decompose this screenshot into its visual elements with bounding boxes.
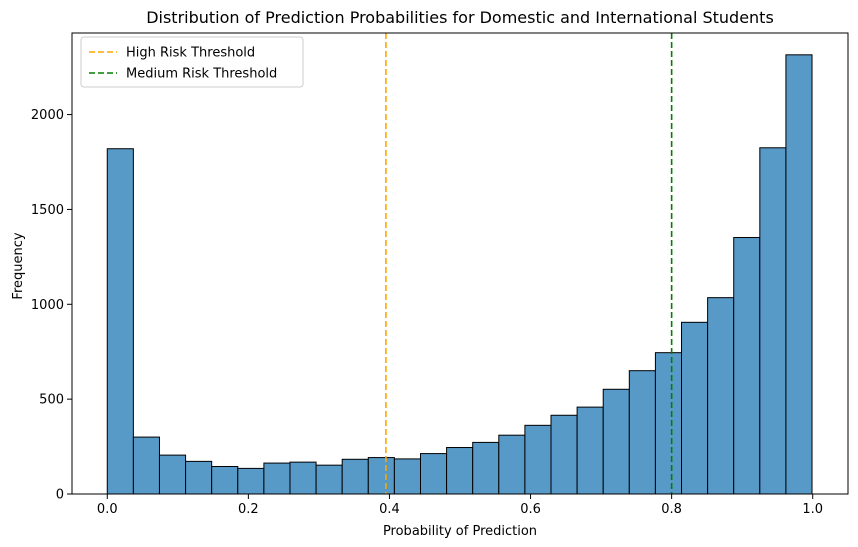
y-axis-title: Frequency bbox=[11, 232, 26, 299]
histogram-bar bbox=[681, 321, 709, 495]
histogram-bar bbox=[367, 457, 395, 495]
histogram-bar bbox=[654, 352, 683, 495]
histogram-bar bbox=[419, 453, 448, 495]
histogram-bar bbox=[550, 414, 578, 495]
histogram-bar bbox=[315, 464, 343, 495]
legend: High Risk Threshold Medium Risk Threshold bbox=[80, 36, 304, 88]
histogram-bar bbox=[185, 460, 213, 495]
legend-label: High Risk Threshold bbox=[126, 46, 255, 61]
x-axis-title: Probability of Prediction bbox=[383, 524, 537, 539]
legend-label: Medium Risk Threshold bbox=[126, 67, 277, 82]
plot-frame bbox=[71, 32, 849, 495]
histogram-bar bbox=[106, 148, 134, 495]
histogram-bar bbox=[498, 434, 526, 495]
x-tick-label: 0.0 bbox=[97, 502, 118, 517]
threshold-lines bbox=[385, 33, 673, 494]
y-tick-label: 1500 bbox=[31, 203, 64, 218]
histogram-bar bbox=[707, 297, 735, 495]
x-axis-ticks: 0.0 0.2 0.4 0.6 0.8 1.0 bbox=[97, 494, 823, 517]
y-axis-ticks: 0 500 1000 1500 2000 bbox=[31, 108, 72, 503]
y-tick-label: 2000 bbox=[31, 108, 64, 123]
histogram-bar bbox=[576, 406, 604, 495]
histogram-bar bbox=[446, 447, 474, 495]
histogram-bar bbox=[393, 458, 421, 495]
histogram-bar bbox=[524, 424, 552, 495]
histogram-bar bbox=[263, 462, 291, 495]
y-tick-label: 0 bbox=[56, 488, 64, 503]
plot-area bbox=[106, 54, 813, 495]
x-tick-label: 1.0 bbox=[802, 502, 823, 517]
histogram-bar bbox=[158, 454, 187, 495]
x-tick-label: 0.6 bbox=[520, 502, 541, 517]
y-tick-label: 500 bbox=[39, 393, 64, 408]
chart-title: Distribution of Prediction Probabilities… bbox=[146, 8, 774, 27]
histogram-bar bbox=[602, 388, 630, 495]
histogram-bar bbox=[132, 436, 160, 495]
histogram-bar bbox=[628, 370, 656, 495]
y-tick-label: 1000 bbox=[31, 298, 64, 313]
x-tick-label: 0.4 bbox=[379, 502, 400, 517]
histogram-bar bbox=[211, 465, 239, 495]
histogram-bar bbox=[341, 458, 369, 495]
x-tick-label: 0.8 bbox=[661, 502, 682, 517]
histogram-bar bbox=[759, 147, 787, 495]
histogram-bar bbox=[289, 461, 317, 495]
histogram-bar bbox=[472, 441, 500, 495]
legend-box bbox=[80, 36, 304, 88]
histogram-bar bbox=[733, 237, 761, 495]
histogram-bar bbox=[785, 54, 813, 495]
x-tick-label: 0.2 bbox=[238, 502, 259, 517]
histogram-bar bbox=[237, 467, 265, 495]
